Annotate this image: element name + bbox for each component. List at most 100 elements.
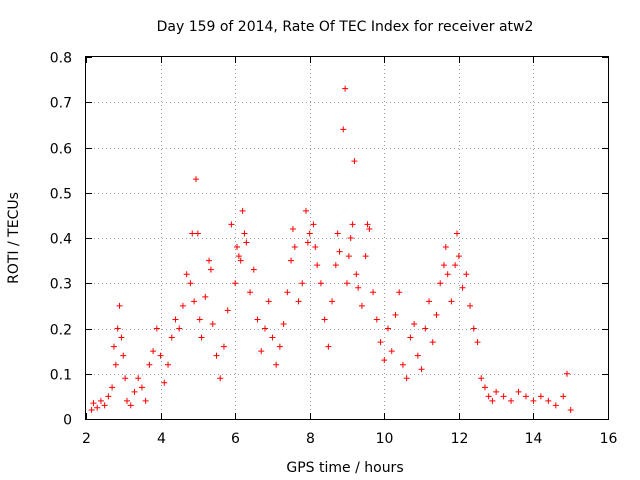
data-point bbox=[220, 343, 227, 350]
y-tick-label: 0.6 bbox=[50, 142, 72, 158]
x-tick-label: 16 bbox=[600, 431, 618, 447]
data-point bbox=[207, 266, 214, 273]
data-point bbox=[239, 207, 246, 214]
data-point bbox=[407, 334, 414, 341]
data-point bbox=[467, 302, 474, 309]
data-point bbox=[299, 280, 306, 287]
data-point bbox=[329, 298, 336, 305]
data-point bbox=[135, 375, 142, 382]
data-point bbox=[314, 262, 321, 269]
data-point bbox=[189, 230, 196, 237]
x-axis-title: GPS time / hours bbox=[286, 460, 403, 476]
data-point bbox=[312, 244, 319, 251]
data-point bbox=[116, 302, 123, 309]
data-point bbox=[191, 298, 198, 305]
data-point bbox=[489, 397, 496, 404]
x-tick-label: 14 bbox=[525, 431, 543, 447]
data-point bbox=[94, 404, 101, 411]
data-point bbox=[342, 85, 349, 92]
data-point bbox=[353, 271, 360, 278]
data-point bbox=[165, 361, 172, 368]
data-point bbox=[567, 406, 574, 413]
data-point bbox=[364, 221, 371, 228]
data-point bbox=[563, 370, 570, 377]
data-point bbox=[474, 339, 481, 346]
y-axis-title: ROTI / TECUs bbox=[6, 192, 22, 284]
data-point bbox=[261, 325, 268, 332]
data-point bbox=[411, 320, 418, 327]
data-point bbox=[500, 393, 507, 400]
data-point bbox=[463, 271, 470, 278]
data-point bbox=[385, 325, 392, 332]
data-point bbox=[304, 239, 311, 246]
data-point bbox=[433, 311, 440, 318]
data-point bbox=[336, 248, 343, 255]
data-point bbox=[403, 375, 410, 382]
data-point bbox=[269, 334, 276, 341]
data-point bbox=[522, 393, 529, 400]
data-point bbox=[187, 280, 194, 287]
data-point bbox=[310, 221, 317, 228]
grid bbox=[86, 57, 608, 419]
data-point bbox=[340, 126, 347, 133]
data-point bbox=[437, 280, 444, 287]
data-point bbox=[241, 230, 248, 237]
data-point bbox=[122, 375, 129, 382]
data-point bbox=[254, 316, 261, 323]
data-point bbox=[493, 388, 500, 395]
data-point bbox=[150, 348, 157, 355]
data-point bbox=[418, 366, 425, 373]
data-point bbox=[459, 284, 466, 291]
data-point bbox=[250, 266, 257, 273]
y-tick-label: 0.5 bbox=[50, 187, 72, 203]
y-tick-label: 0.1 bbox=[50, 368, 72, 384]
data-point bbox=[426, 298, 433, 305]
data-point bbox=[560, 393, 567, 400]
data-point bbox=[429, 339, 436, 346]
y-tick-label: 0.8 bbox=[50, 51, 72, 67]
x-tick-label: 8 bbox=[306, 431, 315, 447]
y-tick-label: 0.3 bbox=[50, 277, 72, 293]
data-point bbox=[381, 357, 388, 364]
data-point bbox=[344, 280, 350, 287]
chart-title: Day 159 of 2014, Rate Of TEC Index for r… bbox=[157, 19, 534, 35]
data-point bbox=[515, 388, 522, 395]
data-point bbox=[228, 221, 235, 228]
data-point bbox=[105, 393, 112, 400]
plot-frame bbox=[85, 56, 609, 420]
data-point bbox=[321, 316, 328, 323]
data-point bbox=[127, 402, 134, 409]
y-tick-label: 0 bbox=[63, 413, 72, 429]
data-point bbox=[362, 253, 369, 260]
data-points bbox=[88, 85, 574, 413]
data-point bbox=[196, 316, 203, 323]
data-point bbox=[265, 298, 272, 305]
data-point bbox=[258, 348, 265, 355]
y-tick-label: 0.4 bbox=[50, 232, 72, 248]
x-tick-label: 4 bbox=[157, 431, 166, 447]
data-point bbox=[284, 289, 291, 296]
data-point bbox=[146, 361, 153, 368]
data-point bbox=[124, 397, 131, 404]
data-point bbox=[153, 325, 160, 332]
data-point bbox=[366, 225, 373, 232]
data-point bbox=[545, 397, 552, 404]
data-point bbox=[537, 393, 544, 400]
data-point bbox=[217, 375, 224, 382]
data-point bbox=[325, 343, 332, 350]
data-point bbox=[112, 361, 119, 368]
data-point bbox=[109, 384, 116, 391]
data-point bbox=[485, 393, 492, 400]
data-point bbox=[198, 334, 205, 341]
data-point bbox=[224, 307, 231, 314]
data-point bbox=[192, 176, 199, 183]
data-point bbox=[302, 207, 309, 214]
x-tick-label: 2 bbox=[82, 431, 91, 447]
data-point bbox=[347, 235, 354, 241]
data-point bbox=[157, 352, 164, 359]
data-point bbox=[414, 352, 421, 359]
data-point bbox=[273, 361, 280, 368]
y-tick-label: 0.2 bbox=[50, 323, 72, 339]
data-point bbox=[168, 334, 175, 341]
